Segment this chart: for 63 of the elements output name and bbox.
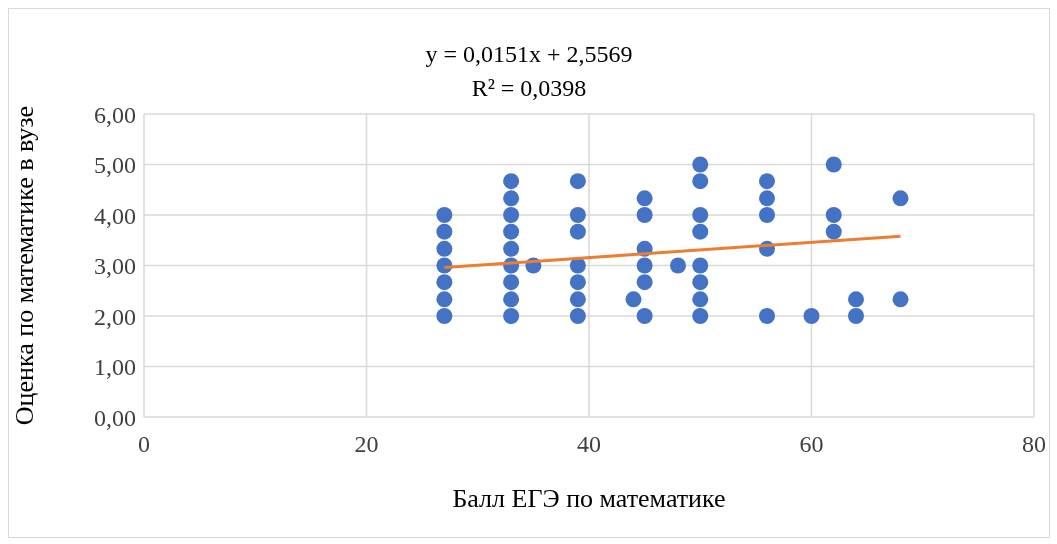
x-tick-label: 80 (1022, 431, 1046, 458)
point (436, 240, 453, 257)
point (569, 308, 586, 324)
point (569, 173, 586, 190)
point (692, 156, 709, 173)
point (625, 291, 642, 308)
point (825, 207, 842, 223)
point (636, 308, 653, 324)
point (692, 274, 709, 291)
point (803, 308, 820, 324)
y-tick-label: 4,00 (94, 202, 136, 229)
point (759, 173, 775, 190)
point (636, 257, 653, 274)
y-axis-title: Оценка по математике в вузе (10, 105, 40, 426)
y-tick-label: 6,00 (94, 101, 136, 128)
point (569, 291, 586, 308)
point (503, 291, 520, 308)
point (892, 291, 909, 308)
x-tick-label: 60 (799, 431, 824, 458)
point (825, 156, 842, 173)
x-axis-title: Балл ЕГЭ по математике (452, 484, 726, 513)
point (892, 190, 909, 207)
point (692, 257, 709, 274)
point (436, 207, 453, 223)
point (692, 308, 709, 324)
point (436, 308, 453, 324)
point (848, 308, 864, 324)
point (692, 223, 709, 240)
point (503, 223, 520, 240)
point (692, 291, 709, 308)
x-tick-label: 0 (138, 431, 150, 458)
point (692, 173, 709, 190)
point (759, 190, 775, 207)
point (636, 207, 653, 223)
y-tick-label: 5,00 (94, 152, 136, 179)
text: y = 0,0151x + 2,5569 (424, 40, 634, 69)
point (569, 223, 586, 240)
point (636, 274, 653, 291)
point (503, 173, 520, 190)
x-tick-label: 40 (577, 431, 601, 458)
point (503, 274, 520, 291)
point (503, 190, 520, 207)
y-tick-label: 1,00 (94, 354, 136, 381)
point (503, 308, 520, 324)
point (759, 207, 775, 223)
text: R² = 0,0398 (471, 75, 587, 101)
y-tick-label: 3,00 (94, 253, 136, 280)
point (848, 291, 864, 308)
y-tick-label: 2,00 (94, 303, 136, 330)
point (759, 308, 775, 324)
point (436, 223, 453, 240)
point (569, 274, 586, 291)
point (436, 274, 453, 291)
point (825, 223, 842, 240)
point (692, 207, 709, 223)
point (636, 190, 653, 207)
x-tick-label: 20 (354, 431, 379, 458)
point (503, 207, 520, 223)
y-tick-label: 0,00 (94, 404, 136, 431)
point (670, 257, 686, 274)
point (569, 207, 586, 223)
point (503, 240, 520, 257)
point (436, 291, 453, 308)
